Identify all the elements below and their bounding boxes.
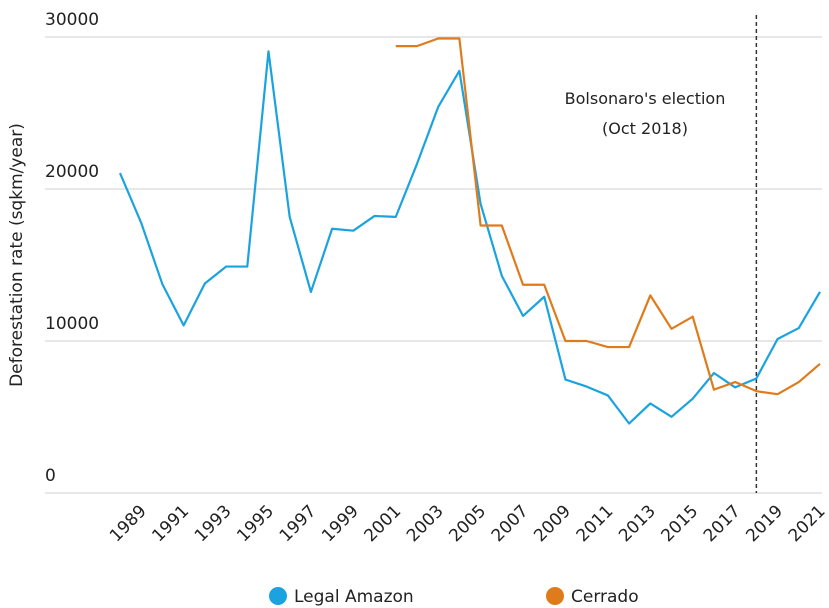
x-tick-label: 2005 [445,501,490,546]
x-tick-label: 2013 [615,501,660,546]
x-tick-label: 1993 [191,501,236,546]
x-tick-label: 1995 [233,501,278,546]
legend-label: Cerrado [571,587,639,607]
x-tick-label: 2017 [700,501,745,546]
x-tick-label: 2009 [530,501,575,546]
x-tick-label: 1997 [276,501,321,546]
y-axis-label: Deforestation rate (sqkm/year) [7,123,27,387]
y-tick-label: 0 [45,466,56,486]
legend-label: Legal Amazon [294,587,414,607]
series-line [395,37,821,396]
y-tick-label: 10000 [45,314,99,334]
x-tick-label: 2001 [361,501,406,546]
x-tick-label: 2011 [573,501,618,546]
x-tick-label: 2015 [658,501,703,546]
x-tick-label: 2019 [742,501,787,546]
x-tick-label: 1991 [148,501,193,546]
legend-marker [546,587,564,605]
annotation-text: Bolsonaro's election [565,89,726,108]
x-tick-label: 2021 [785,501,829,546]
legend-marker [269,587,287,605]
x-tick-label: 1989 [106,501,151,546]
x-tick-label: 2007 [488,501,533,546]
y-tick-label: 30000 [45,10,99,30]
x-tick-label: 2003 [403,501,448,546]
y-tick-label: 20000 [45,162,99,182]
annotation-text: (Oct 2018) [602,119,688,138]
x-tick-label: 1999 [318,501,363,546]
